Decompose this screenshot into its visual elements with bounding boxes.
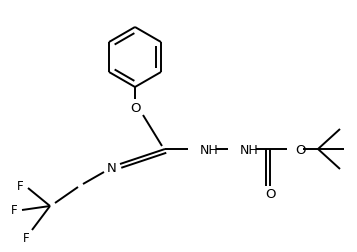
Text: O: O xyxy=(295,143,306,156)
Text: F: F xyxy=(17,180,23,193)
Text: F: F xyxy=(11,204,17,217)
Text: N: N xyxy=(107,161,117,174)
Text: NH: NH xyxy=(240,143,259,156)
Text: NH: NH xyxy=(200,143,219,156)
Text: O: O xyxy=(130,101,140,114)
Text: O: O xyxy=(265,188,275,201)
Text: F: F xyxy=(23,232,29,244)
